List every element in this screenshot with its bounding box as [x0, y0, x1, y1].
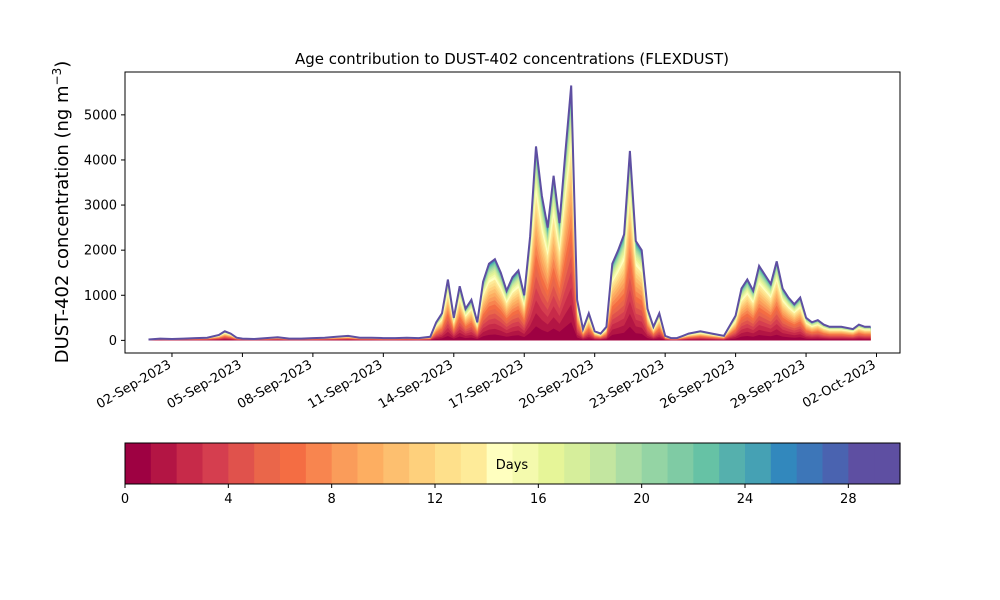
- colorbar-segment: [460, 443, 488, 484]
- colorbar-segment: [641, 443, 669, 484]
- age-band-1: [148, 304, 871, 341]
- colorbar-segment: [848, 443, 875, 484]
- colorbar-tick-label: 28: [840, 492, 857, 507]
- y-tick-label: 5000: [84, 108, 117, 123]
- colorbar-tick-label: 24: [737, 492, 754, 507]
- x-axis: 02-Sep-202305-Sep-202308-Sep-202311-Sep-…: [94, 353, 879, 412]
- y-axis-label: DUST-402 concentration (ng m−3): [50, 61, 73, 364]
- colorbar-segment: [383, 443, 410, 484]
- x-tick-label: 08-Sep-2023: [235, 357, 315, 412]
- colorbar-tick-label: 12: [427, 492, 444, 507]
- colorbar-segment: [667, 443, 694, 484]
- x-tick-label: 23-Sep-2023: [587, 357, 667, 412]
- colorbar-segment: [486, 443, 514, 484]
- colorbar-segment: [615, 443, 643, 484]
- colorbar-segment: [176, 443, 204, 484]
- x-tick-label: 05-Sep-2023: [165, 357, 245, 412]
- colorbar-segment: [590, 443, 617, 484]
- colorbar-segment: [822, 443, 849, 484]
- colorbar-segment: [125, 443, 152, 484]
- colorbar-segment: [305, 443, 333, 484]
- colorbar-ticks: 0 4 8 12 16 20 24 28: [121, 484, 857, 507]
- y-axis-label-main: DUST-402 concentration (ng m: [52, 85, 73, 363]
- chart-title: Age contribution to DUST-402 concentrati…: [295, 50, 729, 68]
- age-bands: [148, 85, 871, 341]
- x-tick-label: 14-Sep-2023: [376, 357, 456, 412]
- y-tick-label: 4000: [84, 153, 117, 168]
- total-concentration-line: [148, 85, 871, 341]
- colorbar-frame: [124, 442, 901, 485]
- colorbar-segment: [564, 443, 591, 484]
- y-tick-label: 3000: [84, 199, 117, 214]
- colorbar-segment: [228, 443, 255, 484]
- colorbar-segment: [357, 443, 384, 484]
- colorbar-segment: [796, 443, 824, 484]
- colorbar-segment: [150, 443, 178, 484]
- colorbar-segment: [202, 443, 229, 484]
- colorbar-label: Days: [496, 458, 529, 473]
- colorbar-segment: [435, 443, 462, 484]
- colorbar-segment: [745, 443, 772, 484]
- colorbar-segment: [719, 443, 746, 484]
- x-tick-label: 02-Sep-2023: [94, 357, 174, 412]
- x-tick-label: 29-Sep-2023: [728, 357, 808, 412]
- colorbar-segment: [874, 443, 901, 484]
- colorbar-tick-label: 16: [530, 492, 547, 507]
- x-tick-label: 17-Sep-2023: [446, 357, 526, 412]
- colorbar-segment: [512, 443, 539, 484]
- x-tick-label: 20-Sep-2023: [517, 357, 597, 412]
- colorbar-tick-label: 20: [633, 492, 650, 507]
- colorbar-segment: [409, 443, 436, 484]
- colorbar-segment: [331, 443, 359, 484]
- y-tick-label: 2000: [84, 244, 117, 259]
- y-tick-label: 1000: [84, 289, 117, 304]
- x-tick-label: 26-Sep-2023: [658, 357, 738, 412]
- colorbar-tick-label: 0: [121, 492, 129, 507]
- colorbar-segment: [693, 443, 720, 484]
- plot-area: [148, 85, 871, 341]
- x-tick-label: 11-Sep-2023: [306, 357, 386, 412]
- y-tick-label: 0: [109, 334, 117, 349]
- colorbar-segment: [538, 443, 565, 484]
- y-axis-label-superscript: −3: [50, 68, 64, 86]
- age-band-0: [148, 322, 871, 341]
- plot-frame: [124, 71, 901, 354]
- colorbar-segment: [254, 443, 281, 484]
- x-tick-label: 02-Oct-2023: [800, 357, 878, 411]
- colorbar-tick-label: 4: [224, 492, 232, 507]
- colorbar-segment: [280, 443, 307, 484]
- colorbar-tick-label: 8: [328, 492, 336, 507]
- y-axis: 0 1000 2000 3000 4000 5000: [84, 108, 125, 349]
- y-axis-label-close: ): [52, 61, 73, 68]
- colorbar-segment: [770, 443, 798, 484]
- colorbar: [125, 443, 901, 484]
